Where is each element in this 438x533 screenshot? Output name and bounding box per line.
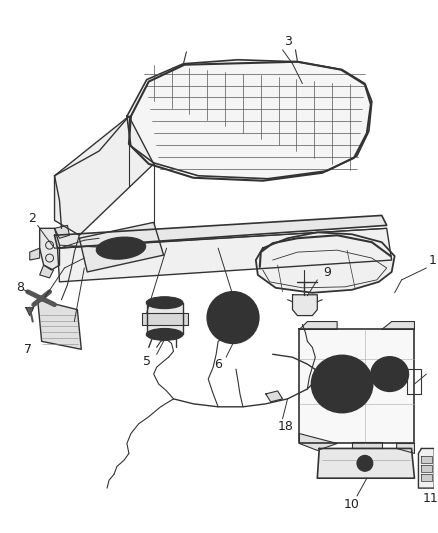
Text: 2: 2: [28, 212, 35, 225]
Text: 7: 7: [24, 343, 32, 356]
Ellipse shape: [371, 357, 409, 391]
Polygon shape: [142, 313, 188, 325]
Polygon shape: [57, 228, 392, 282]
Ellipse shape: [146, 297, 183, 309]
Text: 8: 8: [16, 281, 24, 294]
Ellipse shape: [337, 379, 347, 389]
Circle shape: [357, 455, 373, 471]
Text: 9: 9: [323, 266, 331, 279]
Polygon shape: [418, 448, 434, 488]
Polygon shape: [40, 228, 60, 270]
Polygon shape: [256, 232, 395, 293]
Polygon shape: [55, 225, 69, 238]
Ellipse shape: [384, 368, 396, 380]
Ellipse shape: [330, 373, 354, 395]
Ellipse shape: [212, 297, 254, 338]
Polygon shape: [266, 391, 283, 402]
Polygon shape: [421, 465, 432, 472]
Text: 11: 11: [423, 491, 438, 505]
Ellipse shape: [377, 362, 403, 386]
Text: 5: 5: [143, 354, 151, 368]
Polygon shape: [382, 321, 414, 329]
Polygon shape: [317, 448, 414, 478]
Polygon shape: [26, 308, 34, 316]
Polygon shape: [421, 474, 432, 481]
Ellipse shape: [207, 292, 259, 343]
Polygon shape: [38, 300, 81, 349]
Ellipse shape: [311, 355, 373, 413]
Text: 3: 3: [284, 35, 291, 49]
Text: 6: 6: [214, 358, 222, 370]
Polygon shape: [300, 433, 337, 450]
Polygon shape: [79, 222, 164, 272]
Polygon shape: [55, 215, 387, 248]
Polygon shape: [300, 329, 414, 443]
Polygon shape: [127, 60, 372, 179]
Polygon shape: [40, 265, 53, 278]
Text: 18: 18: [278, 420, 293, 433]
Text: 1: 1: [428, 254, 436, 266]
Text: 10: 10: [344, 498, 360, 512]
Polygon shape: [397, 443, 414, 454]
Polygon shape: [300, 321, 337, 329]
Polygon shape: [421, 456, 432, 463]
Ellipse shape: [146, 328, 183, 341]
Polygon shape: [30, 248, 40, 260]
Polygon shape: [55, 116, 154, 235]
Ellipse shape: [320, 363, 364, 405]
Ellipse shape: [96, 237, 146, 259]
Polygon shape: [293, 295, 317, 316]
Polygon shape: [352, 441, 382, 448]
Polygon shape: [147, 303, 184, 334]
